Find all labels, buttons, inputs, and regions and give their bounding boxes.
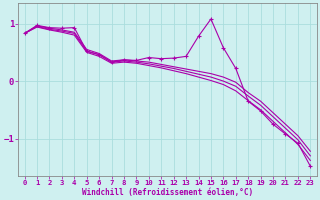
X-axis label: Windchill (Refroidissement éolien,°C): Windchill (Refroidissement éolien,°C) xyxy=(82,188,253,197)
